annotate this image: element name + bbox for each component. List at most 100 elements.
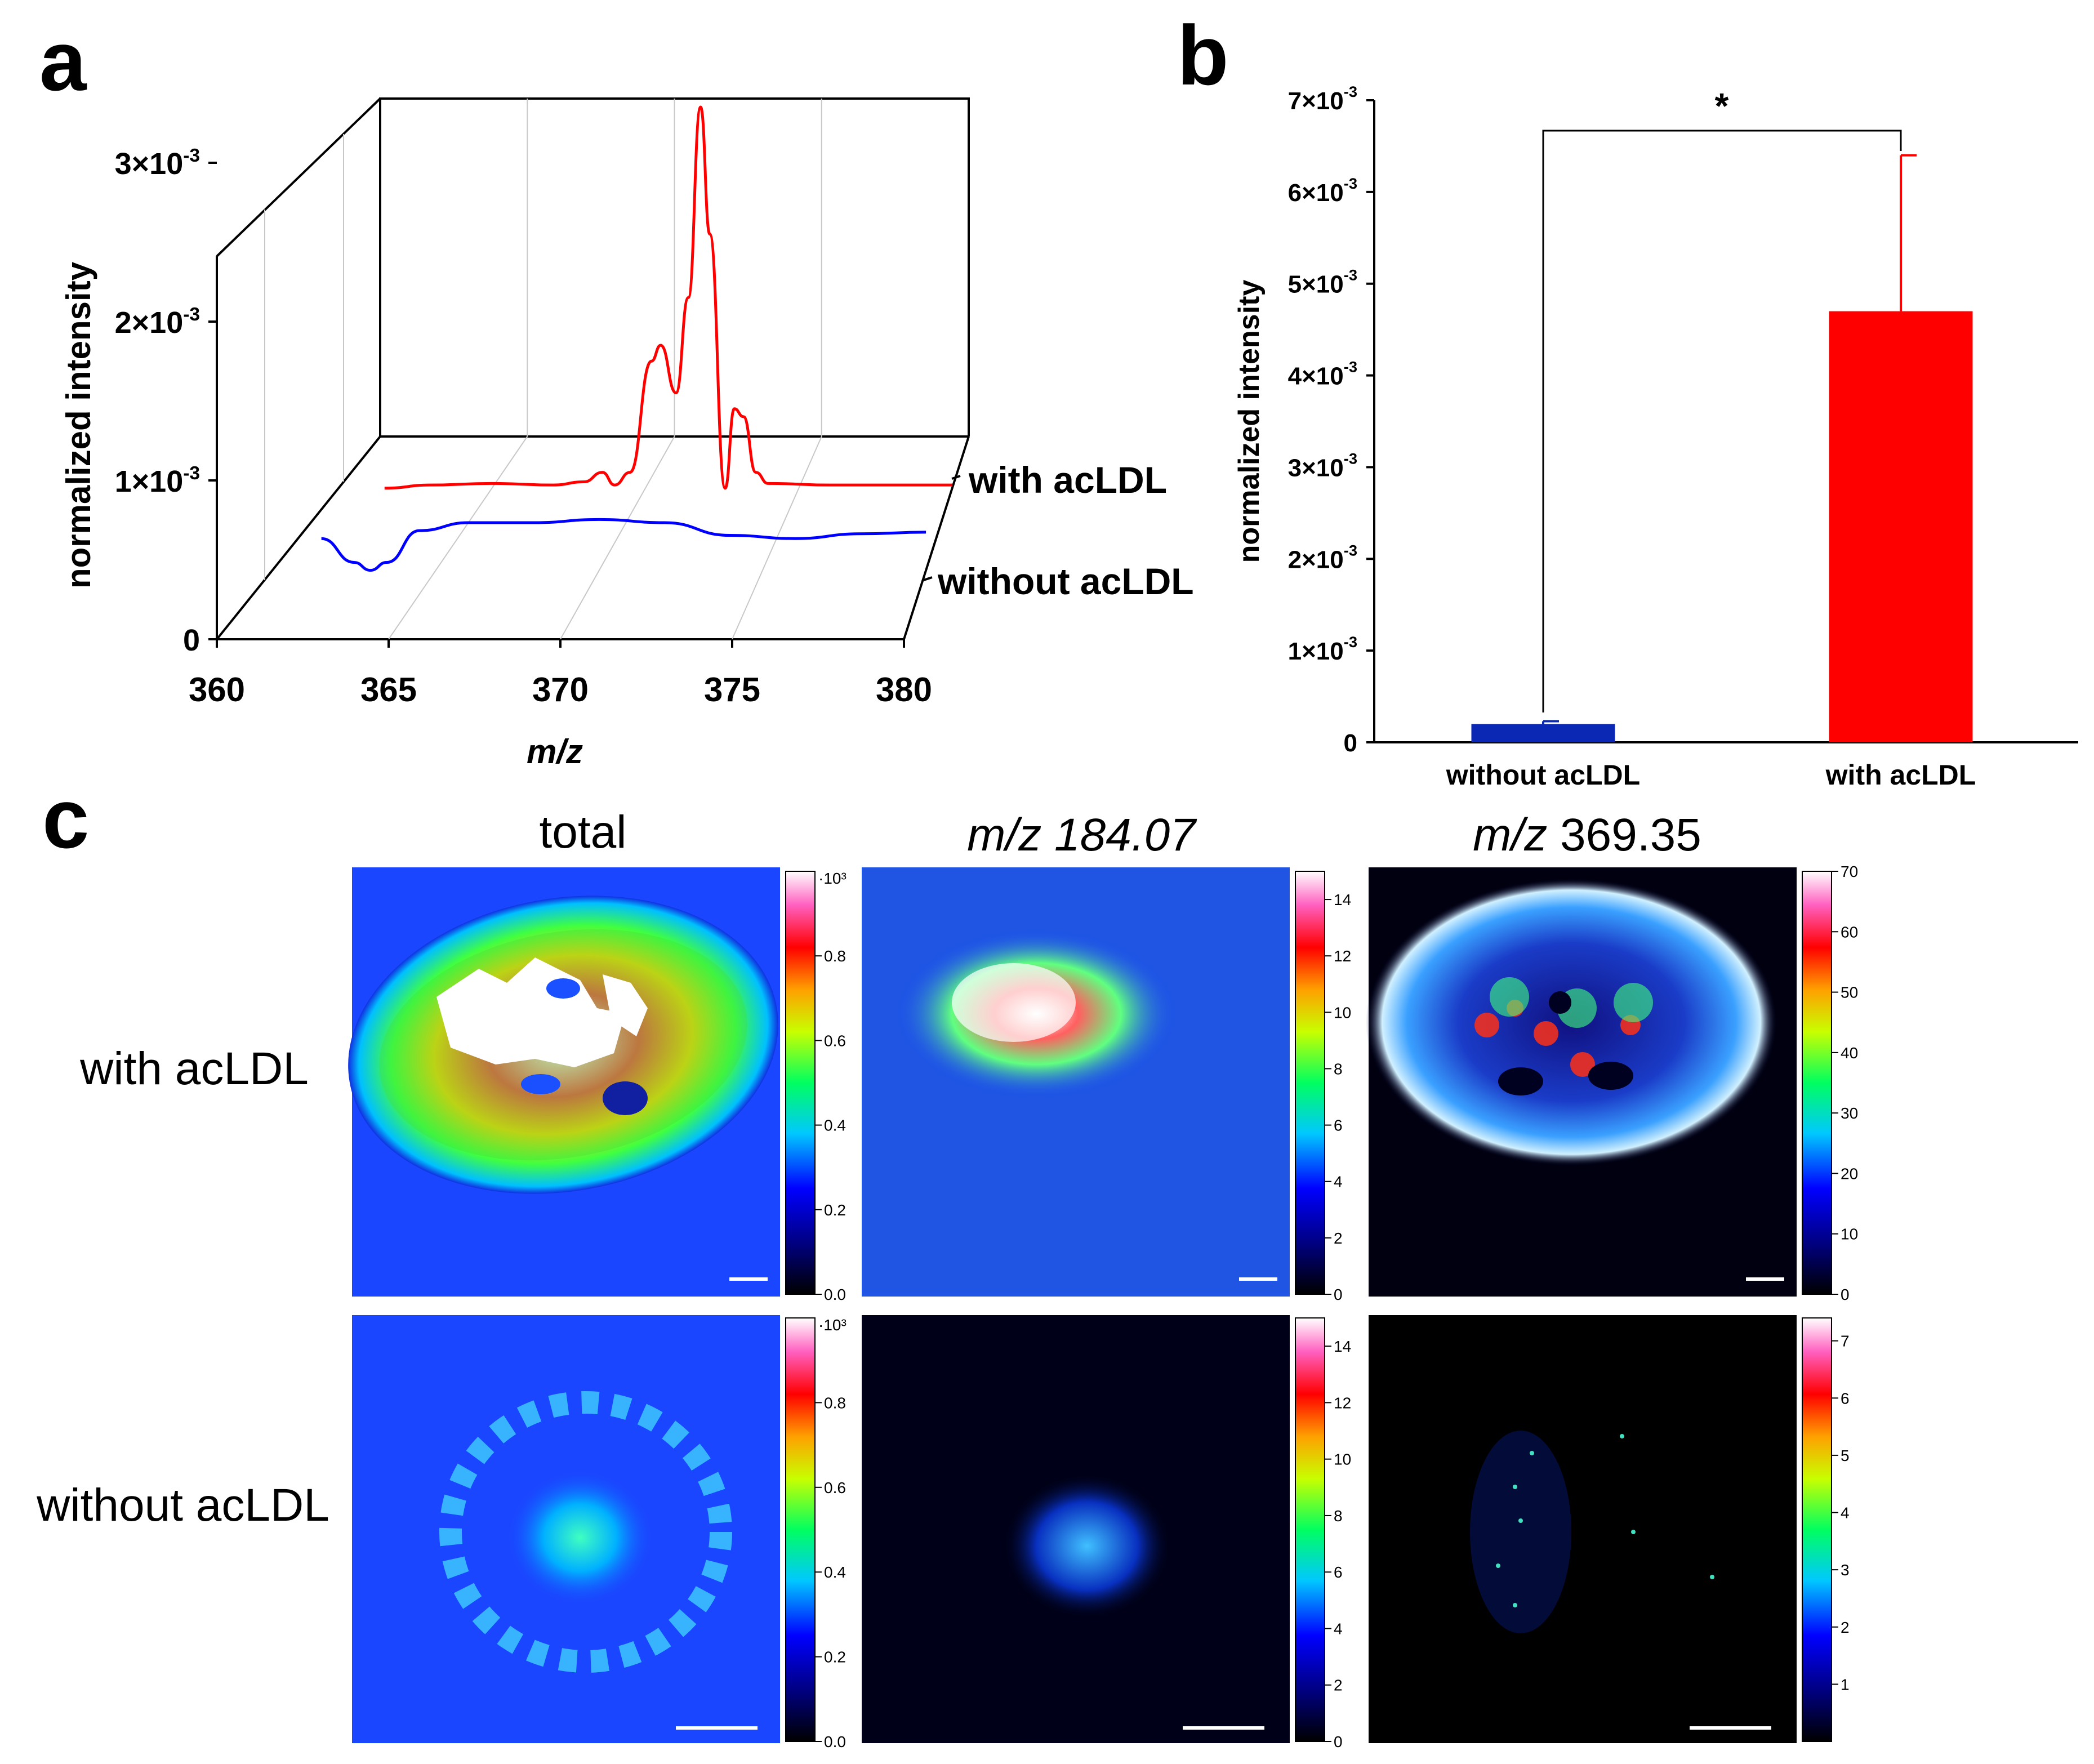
- image-mz184-with-acldl: [862, 867, 1290, 1297]
- legend-with-acldl: with acLDL: [968, 459, 1167, 501]
- x-tick-label: 370: [532, 671, 589, 709]
- y-axis-label: normalized intensity: [1233, 280, 1266, 563]
- legend-leader-with: [951, 475, 961, 480]
- colorbar-tick-label: 0.8: [824, 1394, 846, 1411]
- colorbar-tick-label: 0.0: [824, 1286, 846, 1303]
- colorbar-tick-label: 5: [1841, 1447, 1850, 1464]
- colorbar-tick-label: 0.6: [824, 1032, 846, 1049]
- colorbar-tick-label: 50: [1841, 984, 1858, 1001]
- colorbar: 0 2 4 6 8 10 12 14: [1295, 871, 1351, 1303]
- image-mz184-without-acldl: [862, 1315, 1290, 1743]
- x-tick-label: without acLDL: [1446, 759, 1640, 791]
- bar-with-acldl: [1829, 311, 1973, 742]
- colorbar-tick-label: 0: [1334, 1733, 1343, 1750]
- series-line-with-acldl: [384, 105, 952, 490]
- y-tick-label: 2×10-3: [115, 304, 200, 340]
- series-line-without-acldl: [321, 518, 926, 572]
- y-axis-label: normalized intensity: [60, 261, 97, 589]
- row-label-with-acldl: with acLDL: [79, 1043, 309, 1094]
- colorbar-tick-label: 0.2: [824, 1649, 846, 1666]
- panel-b-bar-chart: 0 1×10-3 2×10-3 3×10-3 4×10-3 5×10-3 6×10-3 7×1…: [1233, 83, 2078, 791]
- y-tick-label: 1×10-3: [115, 463, 200, 498]
- colorbar-tick-label: 4: [1334, 1620, 1343, 1637]
- image-total-with-acldl: [348, 867, 780, 1297]
- colorbar-tick-label: 0.2: [824, 1201, 846, 1219]
- colorbar-gradient: [785, 871, 816, 1295]
- x-tick-label: 375: [704, 671, 760, 709]
- y-tick-label: 4×10-3: [1288, 358, 1357, 390]
- colorbar-tick-label: 8: [1334, 1060, 1343, 1077]
- floor-gridline: [388, 436, 528, 640]
- image-total-without-acldl: [352, 1315, 780, 1743]
- colorbar-tick-label: 14: [1334, 891, 1351, 908]
- colorbar-tick-label: 12: [1334, 1394, 1351, 1411]
- colorbar-tick-label: 14: [1334, 1338, 1351, 1355]
- colorbar-tick-label: 0: [1841, 1286, 1850, 1303]
- colorbar-tick-label: 12: [1334, 947, 1351, 965]
- colorbar-tick-label: 0.4: [824, 1563, 846, 1581]
- colorbar-tick-label: 4: [1334, 1173, 1343, 1191]
- colorbar: 1 2 3 4 5 6 7: [1802, 1317, 1850, 1742]
- colorbar-gradient: [785, 1317, 816, 1742]
- floor-right-edge: [903, 436, 970, 640]
- colorbar-tick-label: 0.6: [824, 1479, 846, 1496]
- x-tick-label: 380: [876, 671, 932, 709]
- colorbar-tick-label: 40: [1841, 1044, 1858, 1062]
- y-tick-label: 2×10-3: [1288, 541, 1357, 573]
- series: [321, 105, 952, 572]
- colorbars: 0.00.20.40.60.8·10³024681012140102030405…: [785, 863, 1858, 1750]
- colorbar-tick-label: 10: [1334, 1004, 1351, 1021]
- colorbar-tick-label: 0: [1334, 1286, 1343, 1303]
- colorbar-tick-label: 70: [1841, 863, 1858, 880]
- y-ticks: 0 1×10-3 2×10-3 3×10-3: [115, 145, 217, 657]
- colorbar-tick-label: 2: [1334, 1230, 1343, 1247]
- column-title-mz-369: m/z 369.35: [1473, 809, 1701, 861]
- y-tick-label: 0: [1344, 729, 1357, 757]
- colorbar: 0 2 4 6 8 10 12 14: [1295, 1317, 1351, 1750]
- colorbar-tick-label: 10: [1334, 1451, 1351, 1468]
- colorbar-tick-label: 6: [1334, 1563, 1343, 1581]
- panel-label-a: a: [39, 14, 87, 108]
- colorbar: 0.0 0.2 0.4 0.6 0.8 ·10³: [785, 870, 846, 1303]
- colorbar-tick-label: 3: [1841, 1561, 1850, 1579]
- significance-star: *: [1715, 86, 1729, 126]
- bar-without-acldl: [1471, 724, 1615, 742]
- row-label-without-acldl: without acLDL: [36, 1480, 329, 1531]
- panel-label-b: b: [1177, 8, 1229, 103]
- x-axis-label: m/z: [527, 733, 583, 770]
- colorbar-tick-label: 20: [1841, 1165, 1858, 1182]
- gridlines: [264, 99, 822, 640]
- colorbar-tick-label: 2: [1841, 1619, 1850, 1636]
- colorbar-exponent: ·10³: [818, 1316, 846, 1334]
- colorbar-tick-label: 1: [1841, 1676, 1850, 1693]
- panel-label-c: c: [42, 771, 89, 866]
- legend-leader-without: [923, 576, 933, 581]
- colorbar-gradient: [1295, 1317, 1325, 1742]
- colorbar-tick-label: 0.0: [824, 1733, 846, 1750]
- side-wall-top: [216, 97, 381, 257]
- colorbar-tick-label: 6: [1841, 1389, 1850, 1407]
- colorbar-tick-label: 4: [1841, 1504, 1850, 1522]
- column-title-mz-184: m/z 184.07: [967, 809, 1197, 861]
- y-ticks: 0 1×10-3 2×10-3 3×10-3 4×10-3 5×10-3 6×10-3 7×1…: [1288, 83, 1374, 757]
- x-tick-labels: without acLDL with acLDL: [1446, 759, 1976, 791]
- column-title-total: total: [540, 807, 627, 858]
- x-ticks: 360 365 370 375 380: [189, 639, 932, 709]
- colorbar-tick-label: 2: [1334, 1677, 1343, 1694]
- y-tick-label: 5×10-3: [1288, 266, 1357, 299]
- floor-left-edge: [216, 435, 381, 640]
- colorbar-exponent: ·10³: [818, 870, 846, 887]
- y-tick-label: 6×10-3: [1288, 175, 1357, 207]
- panel-a-3d-spectrum: 0 1×10-3 2×10-3 3×10-3 360 365 370 375 380 norm…: [60, 97, 1194, 770]
- bars: [1471, 154, 1973, 742]
- x-tick-label: 360: [189, 671, 245, 709]
- colorbar-tick-label: 0.4: [824, 1117, 846, 1134]
- y-tick-label: 7×10-3: [1288, 83, 1357, 115]
- colorbar-tick-label: 60: [1841, 923, 1858, 941]
- colorbar-gradient: [1802, 871, 1832, 1295]
- y-tick-label: 3×10-3: [115, 145, 200, 181]
- colorbar-tick-label: 0.8: [824, 947, 846, 965]
- x-tick-label: 365: [360, 671, 417, 709]
- floor-gridline: [560, 436, 675, 640]
